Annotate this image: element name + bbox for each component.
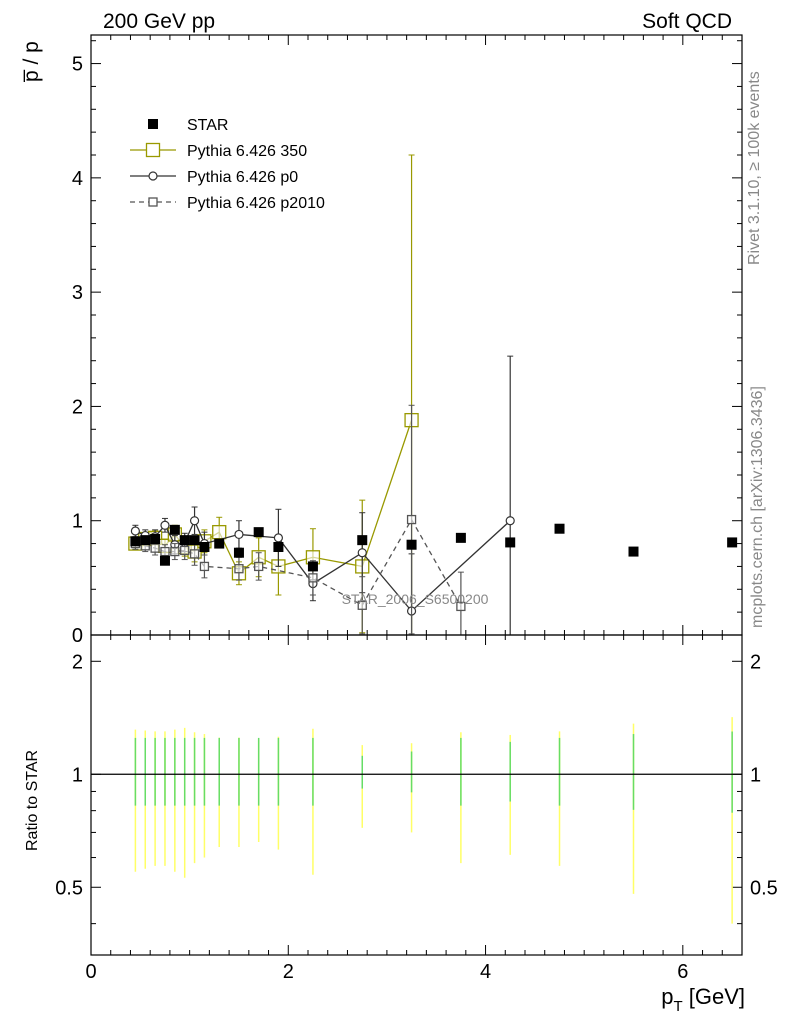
y-tick-label: 5 (72, 54, 83, 76)
data-point-star (179, 535, 190, 546)
y-tick-label: 1 (72, 511, 83, 533)
data-point (234, 564, 244, 574)
data-point (189, 516, 200, 526)
ratio-y-tick-label-right: 0.5 (750, 877, 778, 899)
legend-marker (145, 142, 161, 158)
x-tick-label: 4 (480, 961, 491, 983)
data-point (308, 573, 318, 583)
ratio-y-tick-label-right: 1 (750, 764, 761, 786)
data-point (170, 546, 180, 557)
top-panel: 0 1 2 3 4 5 (72, 34, 743, 955)
data-point (160, 546, 170, 557)
legend: STAR Pythia 6.426 350 Pythia 6.426 p0 Pythi… (130, 117, 325, 212)
y-tick-label: 2 (72, 396, 83, 418)
data-point (357, 548, 367, 558)
data-point (357, 600, 367, 610)
data-point-star (357, 535, 368, 546)
ratio-y-tick-label: 2 (72, 651, 83, 673)
data-point (150, 543, 160, 553)
legend-label: Pythia 6.426 p2010 (187, 195, 325, 212)
data-point (212, 524, 227, 540)
data-point-star (727, 537, 738, 548)
data-point (180, 545, 190, 556)
data-point (273, 533, 284, 543)
header-left: 200 GeV pp (103, 10, 215, 33)
legend-label: Pythia 6.426 350 (187, 143, 307, 160)
data-point-star (253, 527, 264, 538)
legend-marker (148, 197, 158, 207)
top-ylabel: p̅ / p (20, 41, 43, 83)
data-point (189, 549, 200, 559)
data-point-star (455, 532, 466, 543)
y-tick-label: 0 (72, 625, 83, 647)
data-point (234, 529, 244, 540)
legend-label: Pythia 6.426 p0 (187, 169, 298, 186)
ratio-y-tick-label: 1 (72, 764, 83, 786)
y-tick-label: 4 (72, 168, 83, 190)
data-point (505, 516, 515, 526)
legend-marker (148, 171, 158, 181)
mcplots-label: mcplots.cern.ch [arXiv:1306.3436] (749, 386, 766, 628)
x-tick-label: 6 (677, 961, 688, 983)
data-point-star (214, 538, 225, 549)
ratio-frame (90, 634, 743, 956)
rivet-label: Rivet 3.1.10, ≥ 100k events (746, 71, 763, 265)
data-point-star (233, 547, 244, 558)
data-point (130, 526, 140, 536)
data-point-star (169, 524, 180, 535)
series-layer (128, 154, 738, 635)
data-point (456, 601, 466, 612)
ratio-y-tick-label-right: 2 (750, 651, 761, 673)
data-point (254, 561, 264, 572)
data-point (199, 561, 210, 572)
legend-label: STAR (187, 117, 228, 134)
x-tick-label: 0 (85, 961, 96, 983)
ratio-y-tick-label: 0.5 (55, 877, 83, 899)
data-point-star (554, 523, 565, 534)
data-point-star (140, 535, 151, 546)
y-tick-label: 3 (72, 282, 83, 304)
ratio-panel: 0 2 4 6 0.5 0.5 1 1 2 2 (55, 634, 778, 983)
data-point-star (406, 539, 417, 550)
data-point-star (130, 536, 141, 547)
data-point-star (273, 542, 284, 552)
x-tick-label: 2 (283, 961, 294, 983)
header-right: Soft QCD (642, 10, 732, 33)
data-point-star (505, 537, 516, 548)
data-point-star (199, 542, 210, 552)
data-point (160, 520, 170, 530)
data-point-star (307, 561, 318, 572)
data-point-star (628, 546, 639, 557)
ratio-ylabel: Ratio to STAR (24, 750, 41, 851)
data-point-star (159, 555, 170, 566)
legend-marker-star (148, 119, 158, 129)
x-axis-label: pT [GeV] (661, 984, 745, 1015)
data-point-star (189, 535, 200, 546)
analysis-label: STAR_2006_S6500200 (342, 591, 489, 607)
data-point-star (150, 534, 161, 544)
data-point (406, 514, 417, 525)
